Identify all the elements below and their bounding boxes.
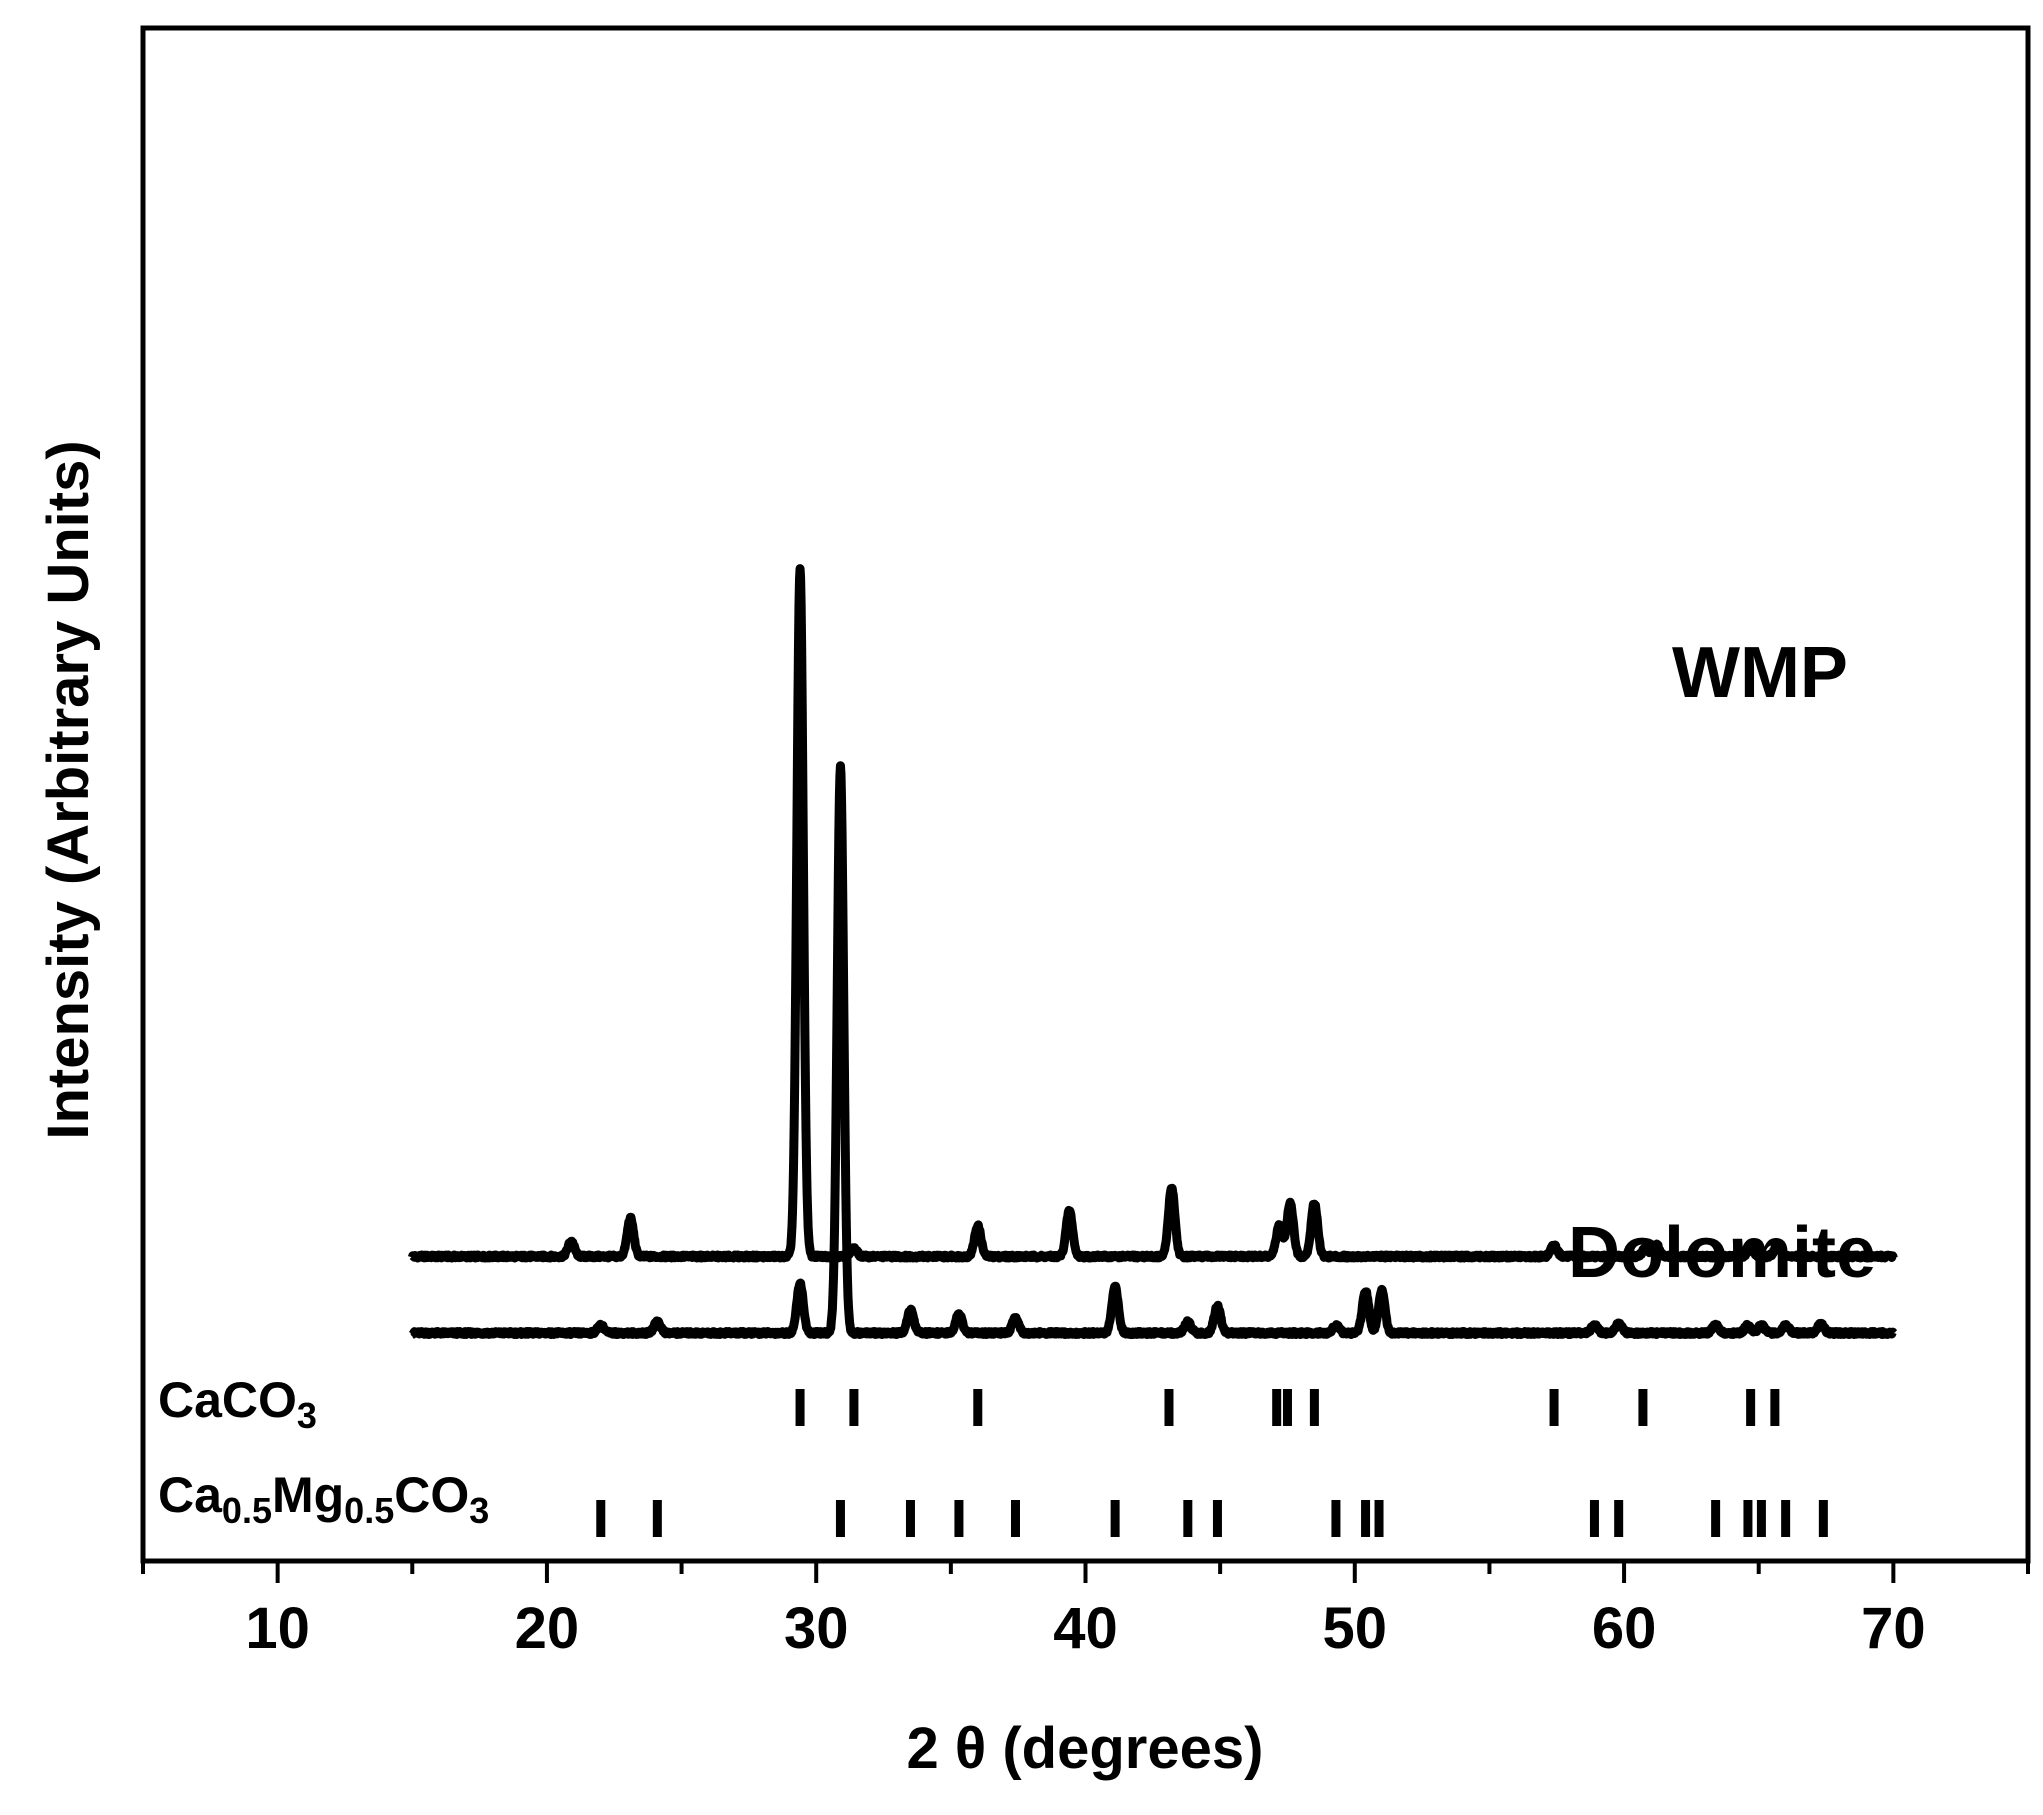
reference-marker-caco3-6: [1309, 1389, 1319, 1426]
reference-marker-caco3-10: [1770, 1389, 1780, 1426]
reference-label-ca: Ca: [158, 1467, 223, 1523]
reference-marker-ca-mg-co3-0: [596, 1500, 606, 1537]
reference-marker-caco3-3: [1164, 1389, 1174, 1426]
x-axis-title: 2 θ (degrees): [907, 1716, 1264, 1781]
reference-marker-caco3-0: [795, 1389, 805, 1426]
reference-label-caco3-sub: 3: [297, 1395, 317, 1436]
reference-marker-ca-mg-co3-13: [1614, 1500, 1624, 1537]
reference-marker-ca-mg-co3-14: [1711, 1500, 1721, 1537]
x-tick-label-30: 30: [784, 1596, 849, 1661]
reference-label-sub-co: 3: [469, 1490, 489, 1531]
reference-label-co: CO: [394, 1467, 469, 1523]
series-lines: [407, 564, 1898, 1340]
reference-marker-ca-mg-co3-11: [1374, 1500, 1384, 1537]
reference-label-mg: Mg: [272, 1467, 344, 1523]
reference-marker-caco3-9: [1746, 1389, 1756, 1426]
reference-marker-caco3-7: [1549, 1389, 1559, 1426]
x-tick-label-20: 20: [515, 1596, 580, 1661]
x-axis-tick-labels: 10 20 30 40 50 60 70: [245, 1596, 1925, 1661]
reference-label-ca-mg-co3: Ca0.5Mg0.5CO3: [158, 1467, 489, 1531]
x-axis-ticks: [141, 1561, 2030, 1583]
reference-marker-ca-mg-co3-15: [1743, 1500, 1753, 1537]
reference-marker-ca-mg-co3-9: [1331, 1500, 1341, 1537]
reference-label-sub-mg: 0.5: [344, 1490, 394, 1531]
reference-marker-caco3-8: [1638, 1389, 1648, 1426]
reference-marker-ca-mg-co3-2: [835, 1500, 845, 1537]
series-line-wmp: [407, 564, 1898, 1263]
series-label-dolomite: Dolomite: [1568, 1213, 1876, 1293]
x-tick-label-10: 10: [245, 1596, 310, 1661]
reference-marker-ca-mg-co3-12: [1589, 1500, 1599, 1537]
reference-label-caco3-main: CaCO: [158, 1372, 297, 1428]
series-line-dolomite: [408, 761, 1898, 1340]
reference-marker-ca-mg-co3-18: [1818, 1500, 1828, 1537]
reference-marker-caco3-2: [973, 1389, 983, 1426]
reference-label-sub-ca: 0.5: [222, 1490, 272, 1531]
reference-marker-ca-mg-co3-1: [652, 1500, 662, 1537]
y-axis-title: Intensity (Arbitrary Units): [36, 440, 101, 1139]
series-label-wmp: WMP: [1672, 633, 1848, 713]
x-tick-label-50: 50: [1323, 1596, 1388, 1661]
reference-marker-ca-mg-co3-10: [1361, 1500, 1371, 1537]
reference-marker-ca-mg-co3-7: [1183, 1500, 1193, 1537]
reference-marker-ca-mg-co3-5: [1010, 1500, 1020, 1537]
reference-marker-ca-mg-co3-6: [1110, 1500, 1120, 1537]
reference-marker-ca-mg-co3-17: [1781, 1500, 1791, 1537]
reference-marker-ca-mg-co3-3: [905, 1500, 915, 1537]
reference-marker-caco3-4: [1272, 1389, 1282, 1426]
reference-markers: [596, 1389, 1828, 1537]
x-tick-label-70: 70: [1861, 1596, 1926, 1661]
x-tick-label-40: 40: [1053, 1596, 1118, 1661]
reference-label-caco3: CaCO3: [158, 1372, 317, 1436]
reference-marker-ca-mg-co3-8: [1212, 1500, 1222, 1537]
reference-marker-caco3-5: [1282, 1389, 1292, 1426]
reference-marker-ca-mg-co3-16: [1756, 1500, 1766, 1537]
x-tick-label-60: 60: [1592, 1596, 1657, 1661]
reference-marker-caco3-1: [849, 1389, 859, 1426]
reference-marker-ca-mg-co3-4: [954, 1500, 964, 1537]
